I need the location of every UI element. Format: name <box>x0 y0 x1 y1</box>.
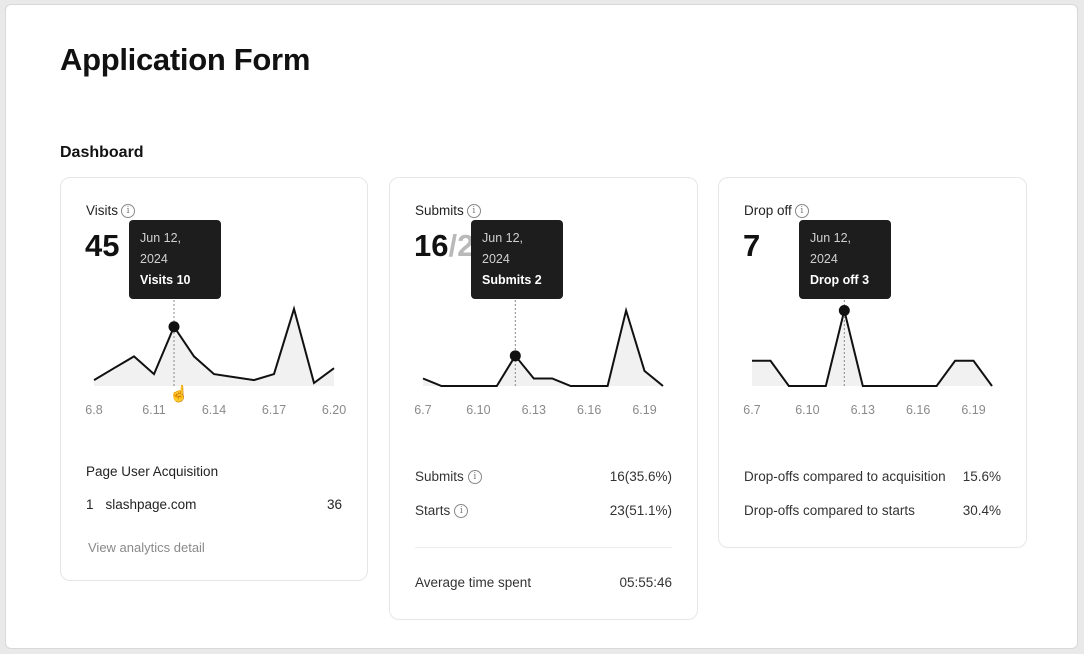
tooltip-value: Drop off 3 <box>810 273 870 287</box>
x-tick-label: 6.13 <box>522 403 546 417</box>
visits-chart[interactable]: 6.8 6.11 6.14 6.17 6.20 <box>61 178 369 428</box>
section-title-dashboard: Dashboard <box>60 144 144 161</box>
submits-stat-label-text: Submits <box>415 469 464 484</box>
starts-stat-value: 23(51.1%) <box>609 503 672 518</box>
view-analytics-link[interactable]: View analytics detail <box>88 540 205 555</box>
divider <box>415 547 672 548</box>
series-line <box>93 305 335 385</box>
area-fill <box>423 310 663 386</box>
submits-tooltip: Jun 12, 2024 Submits 2 <box>471 220 563 299</box>
dropoff-starts-label: Drop-offs compared to starts <box>744 503 915 518</box>
area-fill <box>752 310 992 386</box>
info-icon[interactable]: i <box>466 203 481 218</box>
avg-time-label: Average time spent <box>415 575 532 590</box>
x-tick-label: 6.14 <box>202 403 226 417</box>
page-title: Application Form <box>60 42 311 77</box>
starts-stat-row: Starts i 23(51.1%) <box>415 503 672 518</box>
submits-stat-label: Submits i <box>415 469 482 484</box>
dropoff-acquisition-label: Drop-offs compared to acquisition <box>744 469 946 484</box>
visits-label: Visits i <box>86 203 136 218</box>
x-tick-label: 6.7 <box>414 403 431 417</box>
dropoff-label: Drop off i <box>744 203 809 218</box>
hand-cursor-icon: ☝ <box>169 386 189 403</box>
visits-card: Visits i 45 6.8 6.11 6.14 6.17 6.20 Jun 12, … <box>60 177 368 581</box>
x-tick-label: 6.11 <box>142 403 165 417</box>
tooltip-value: Submits 2 <box>482 273 542 287</box>
starts-stat-label-text: Starts <box>415 503 451 518</box>
acquisition-rank: 1 <box>86 497 94 512</box>
tooltip-date: Jun 12, 2024 <box>810 231 852 266</box>
dropoff-label-text: Drop off <box>744 203 792 218</box>
x-tick-label: 6.19 <box>961 403 985 417</box>
visits-value: 45 <box>85 228 120 263</box>
tooltip-date: Jun 12, 2024 <box>140 231 182 266</box>
submits-stat-value: 16(35.6%) <box>609 469 672 484</box>
submits-value: 16/2 <box>414 228 474 264</box>
starts-stat-label: Starts i <box>415 503 469 518</box>
tooltip-date: Jun 12, 2024 <box>482 231 524 266</box>
dropoff-card: Drop off i 7 6.7 6.10 6.13 6.16 6.19 Jun 12,… <box>718 177 1027 548</box>
dropoff-acquisition-value: 15.6% <box>962 469 1001 484</box>
dropoff-starts-row: Drop-offs compared to starts 30.4% <box>744 503 1001 518</box>
submits-value-suffix: /2 <box>448 228 475 263</box>
highlight-point[interactable] <box>168 321 180 333</box>
dropoff-acquisition-row: Drop-offs compared to acquisition 15.6% <box>744 469 1001 484</box>
x-tick-label: 6.20 <box>322 403 346 417</box>
series-line <box>752 310 993 387</box>
area-fill <box>94 308 334 386</box>
x-tick-label: 6.16 <box>906 403 930 417</box>
submits-chart[interactable]: 6.7 6.10 6.13 6.16 6.19 <box>390 178 699 428</box>
tooltip-value: Visits 10 <box>140 273 191 287</box>
x-tick-label: 6.7 <box>743 403 760 417</box>
app-window: Application Form Dashboard Visits i 45 6… <box>5 4 1078 649</box>
dropoff-value: 7 <box>743 228 761 263</box>
avg-time-row: Average time spent 05:55:46 <box>415 575 672 590</box>
visits-tooltip: Jun 12, 2024 Visits 10 <box>129 220 221 299</box>
acquisition-source: slashpage.com <box>105 497 197 512</box>
x-tick-label: 6.10 <box>795 403 819 417</box>
acquisition-row[interactable]: 1 slashpage.com 36 <box>86 497 342 512</box>
highlight-point[interactable] <box>509 350 521 362</box>
info-icon[interactable]: i <box>467 469 482 484</box>
series-line <box>422 306 664 387</box>
x-tick-label: 6.10 <box>466 403 490 417</box>
x-tick-label: 6.16 <box>577 403 601 417</box>
avg-time-value: 05:55:46 <box>619 575 672 590</box>
submits-stat-row: Submits i 16(35.6%) <box>415 469 672 484</box>
x-tick-label: 6.19 <box>632 403 656 417</box>
acquisition-count: 36 <box>326 497 342 512</box>
visits-label-text: Visits <box>86 203 119 218</box>
submits-label: Submits i <box>415 203 481 218</box>
submits-label-text: Submits <box>415 203 464 218</box>
info-icon[interactable]: i <box>454 503 469 518</box>
info-icon[interactable]: i <box>121 203 136 218</box>
x-tick-label: 6.17 <box>262 403 286 417</box>
submits-card: Submits i 16/2 6.7 6.10 6.13 6.16 6.19 Jun 1… <box>389 177 698 620</box>
x-tick-label: 6.8 <box>85 403 102 417</box>
acquisition-heading: Page User Acquisition <box>86 464 219 479</box>
x-tick-label: 6.13 <box>851 403 875 417</box>
acquisition-source-group: 1 slashpage.com <box>86 497 196 512</box>
submits-value-main: 16 <box>414 228 449 263</box>
highlight-point[interactable] <box>838 305 850 317</box>
dropoff-tooltip: Jun 12, 2024 Drop off 3 <box>799 220 891 299</box>
dropoff-chart[interactable]: 6.7 6.10 6.13 6.16 6.19 <box>719 178 1028 428</box>
info-icon[interactable]: i <box>794 203 809 218</box>
dropoff-starts-value: 30.4% <box>962 503 1001 518</box>
